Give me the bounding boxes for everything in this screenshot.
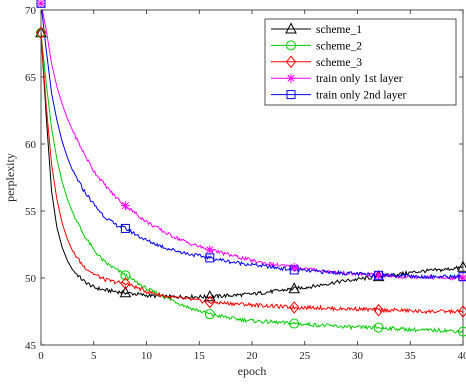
series-layer [41, 10, 463, 334]
series-train-only-2nd-layer [41, 10, 463, 280]
y-tick-label: 65 [25, 72, 37, 84]
series-train-only-1st-layer [41, 10, 463, 282]
legend-item: scheme_1 [271, 22, 362, 36]
x-tick-label: 10 [141, 350, 153, 362]
series-line [41, 32, 463, 334]
data-point-marker [374, 270, 384, 280]
data-point-marker [289, 318, 300, 329]
x-axis-label: epoch [238, 364, 267, 378]
data-point-marker [373, 303, 384, 317]
data-point-marker [288, 282, 301, 294]
legend-label: train only 2nd layer [316, 90, 407, 102]
data-point-marker [372, 270, 385, 282]
data-point-marker [458, 272, 466, 282]
legend-item: train only 1st layer [271, 73, 403, 85]
data-point-marker [203, 290, 216, 302]
legend-label: train only 1st layer [316, 73, 403, 85]
data-point-marker [204, 295, 215, 309]
legend-marker [286, 73, 296, 83]
legend-item: scheme_2 [271, 40, 362, 52]
data-point-marker [458, 326, 466, 337]
data-point-marker [120, 223, 130, 233]
data-point-marker [119, 286, 132, 298]
y-tick-label: 60 [25, 139, 37, 151]
series-line [41, 10, 463, 282]
data-point-marker [205, 253, 215, 263]
data-point-marker [36, 0, 46, 8]
legend-label: scheme_1 [316, 24, 362, 36]
series-line [41, 10, 463, 280]
y-tick-label: 45 [25, 340, 37, 352]
data-point-marker [457, 305, 466, 318]
series-scheme_3 [41, 32, 463, 315]
legend-marker [286, 90, 296, 100]
y-tick-label: 55 [25, 206, 37, 218]
x-tick-label: 20 [247, 350, 259, 362]
x-tick-label: 15 [194, 350, 206, 362]
series-line [41, 32, 463, 315]
legend-label: scheme_3 [316, 57, 362, 69]
data-point-marker [289, 301, 300, 314]
markers-layer [35, 0, 466, 337]
data-point-marker [289, 262, 299, 272]
x-tick-label: 0 [38, 350, 44, 362]
ticks-layer: 0 5 10 15 20 25 30 35 40 45 50 55 60 65 70 [25, 5, 466, 362]
data-point-marker [374, 270, 384, 280]
data-point-marker [36, 0, 46, 8]
legend-marker [285, 55, 297, 69]
x-tick-label: 25 [299, 350, 311, 362]
data-point-marker [120, 277, 131, 290]
legend-marker [285, 22, 297, 34]
x-tick-label: 30 [352, 350, 364, 362]
y-tick-label: 50 [25, 273, 37, 285]
x-tick-label: 5 [91, 350, 97, 362]
x-tick-label: 35 [405, 350, 417, 362]
data-point-marker [120, 201, 130, 211]
legend-marker [286, 40, 296, 51]
data-point-marker [120, 270, 131, 281]
series-scheme_2 [41, 32, 463, 334]
x-tick-label: 40 [458, 350, 466, 362]
y-axis-label: perplexity [3, 153, 17, 202]
data-point-marker [35, 26, 47, 40]
data-point-marker [289, 265, 299, 275]
data-point-marker [373, 322, 384, 333]
legend-item: scheme_3 [271, 55, 362, 69]
legend-label: scheme_2 [316, 40, 362, 52]
legend-item: train only 2nd layer [271, 90, 407, 102]
data-point-marker [204, 309, 215, 320]
data-point-marker [205, 245, 215, 255]
y-tick-label: 70 [25, 5, 37, 17]
